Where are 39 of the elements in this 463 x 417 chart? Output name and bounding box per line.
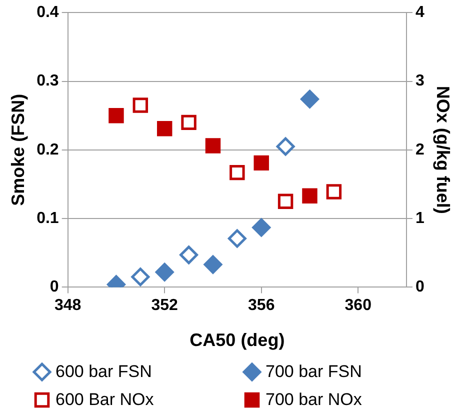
y-tick-label: 0.2 [36,141,59,158]
point [230,164,245,180]
y-axis-title: Smoke (FSN) [8,94,28,206]
point [252,218,271,237]
point [254,155,269,171]
point [300,90,319,108]
point [326,184,342,200]
point [205,138,221,154]
point [180,246,198,264]
y-tick-label: 0 [50,278,59,296]
point [155,262,174,282]
legend-label: 600 Bar NOx [56,389,154,411]
y-tick-label: 0.4 [36,4,59,22]
point [132,98,148,113]
y2-tick-label: 0 [416,278,424,296]
point [156,121,172,136]
point [181,114,196,130]
x-tick-label: 356 [248,297,275,314]
y2-tick-label: 1 [416,210,424,227]
y2-tick-label: 4 [416,4,424,22]
x-tick-label: 360 [344,297,372,314]
legend-label: 600 bar FSN [56,361,152,383]
x-tick-label: 348 [54,297,82,314]
y2-axis-title: NOx (g/kg fuel) [433,86,454,214]
y-tick-label: 0.1 [36,210,59,227]
y-tick-label: 0.3 [36,72,59,90]
y2-tick-label: 2 [416,141,424,158]
legend-label: 700 bar NOx [266,389,362,411]
point [131,268,150,286]
point [276,137,295,156]
point [108,108,124,124]
point [278,194,294,209]
point [302,188,318,204]
x-tick-label: 352 [151,297,178,314]
point [204,255,222,274]
x-axis-title: CA50 (deg) [190,330,285,350]
y2-tick-label: 3 [416,72,424,90]
point [228,229,246,248]
legend-label: 700 bar FSN [266,361,362,383]
